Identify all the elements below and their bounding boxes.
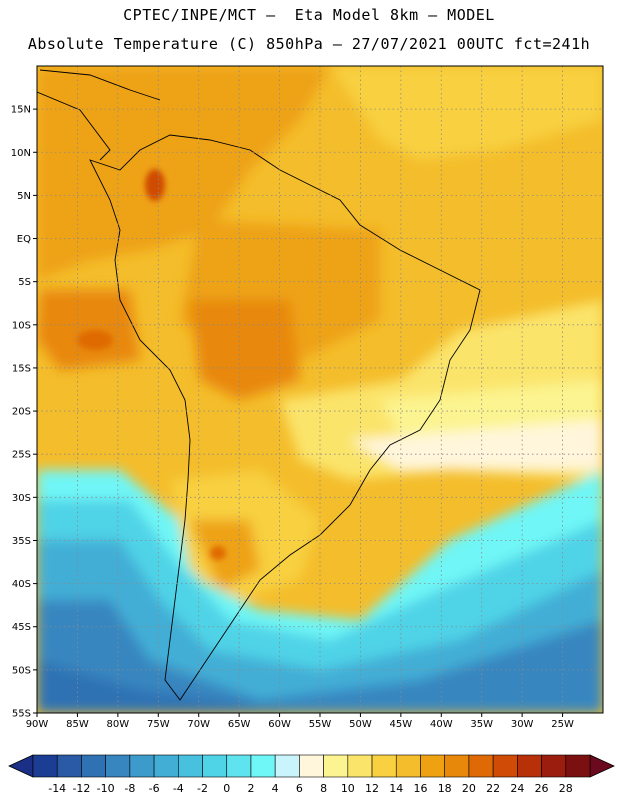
colorbar-label: -2 (197, 782, 208, 795)
temperature-field (37, 66, 603, 713)
lat-label: 10N (11, 148, 31, 159)
lon-label: 85W (66, 719, 89, 730)
colorbar-label: -4 (173, 782, 184, 795)
colorbar-swatch (56, 754, 82, 778)
lat-label: 30S (12, 493, 31, 504)
colorbar-swatch (105, 754, 131, 778)
colorbar-label: 26 (535, 782, 549, 795)
map-title-line-1: CPTEC/INPE/MCT – Eta Model 8km – MODEL (123, 6, 495, 24)
colorbar-label: 12 (365, 782, 379, 795)
lon-label: 70W (187, 719, 210, 730)
latitude-labels: 15N 10N 5N EQ 5S 10S 15S 20S 25S 30S 35S 40S 45S 50S 5… (11, 105, 37, 720)
lon-label: 90W (26, 719, 49, 730)
lon-label: 55W (309, 719, 332, 730)
colorbar-swatch (395, 754, 421, 778)
lon-label: 25W (551, 719, 574, 730)
colorbar-swatch (347, 754, 373, 778)
lon-label: 65W (228, 719, 251, 730)
colorbar-swatch (129, 754, 155, 778)
colorbar-label: 20 (462, 782, 476, 795)
colorbar-swatch (32, 754, 58, 778)
colorbar-label: 10 (341, 782, 355, 795)
colorbar-label: 18 (438, 782, 452, 795)
colorbar-label: -10 (97, 782, 115, 795)
colorbar-label: 2 (247, 782, 254, 795)
colorbar-swatch (541, 754, 567, 778)
lat-label: 10S (12, 320, 31, 331)
lon-label: 35W (470, 719, 493, 730)
colorbar-swatch (153, 754, 179, 778)
colorbar-swatch (250, 754, 276, 778)
lon-label: 50W (349, 719, 372, 730)
colorbar-over-arrow (589, 754, 615, 778)
colorbar: -14 -12 -10 -8 -6 -4 -2 0 2 4 6 8 10 12 14 16 18 20 22 24 26… (8, 754, 615, 795)
colorbar-label: 16 (413, 782, 427, 795)
lat-label: 15N (11, 105, 31, 116)
lat-label: 15S (12, 363, 31, 374)
colorbar-swatch (565, 754, 591, 778)
coastline (37, 69, 481, 701)
map-title-line-2: Absolute Temperature (C) 850hPa – 27/07/… (27, 35, 591, 53)
colorbar-swatch (323, 754, 349, 778)
colorbar-swatch (420, 754, 445, 778)
colorbar-label: 8 (320, 782, 327, 795)
colorbar-label: 28 (559, 782, 573, 795)
colorbar-label: -6 (149, 782, 160, 795)
lon-label: 60W (268, 719, 291, 730)
colorbar-label: -12 (72, 782, 90, 795)
colorbar-label: -8 (124, 782, 135, 795)
lon-label: 45W (390, 719, 413, 730)
colorbar-label: 6 (296, 782, 303, 795)
colorbar-label: 22 (486, 782, 500, 795)
colorbar-swatch (226, 754, 252, 778)
colorbar-label: -14 (48, 782, 66, 795)
colorbar-swatch (299, 754, 324, 778)
colorbar-label: 24 (510, 782, 524, 795)
lat-label: 55S (12, 709, 31, 720)
lat-label: 5S (18, 277, 31, 288)
lat-label: 5N (17, 191, 31, 202)
colorbar-label: 4 (272, 782, 279, 795)
colorbar-label: 14 (389, 782, 403, 795)
colorbar-swatch (202, 754, 228, 778)
colorbar-swatch (468, 754, 494, 778)
colorbar-swatch (492, 754, 518, 778)
lon-label: 40W (430, 719, 453, 730)
colorbar-swatch (444, 754, 470, 778)
colorbar-swatch (371, 754, 397, 778)
lat-label: 40S (12, 579, 31, 590)
colorbar-swatch (81, 754, 106, 778)
colorbar-label: 0 (223, 782, 230, 795)
lat-label: 50S (12, 665, 31, 676)
colorbar-swatch (274, 754, 300, 778)
colorbar-swatch (517, 754, 542, 778)
lat-label: 45S (12, 622, 31, 633)
lon-label: 30W (511, 719, 534, 730)
longitude-labels: 90W 85W 80W 75W 70W 65W 60W 55W 50W 45W 40W 35W 30W 2… (26, 713, 574, 730)
colorbar-under-arrow (8, 754, 34, 778)
lat-label: 25S (12, 450, 31, 461)
lon-label: 80W (107, 719, 130, 730)
lat-label: EQ (17, 234, 31, 245)
lat-label: 35S (12, 536, 31, 547)
colorbar-swatch (178, 754, 203, 778)
lat-label: 20S (12, 407, 31, 418)
lon-label: 75W (147, 719, 170, 730)
